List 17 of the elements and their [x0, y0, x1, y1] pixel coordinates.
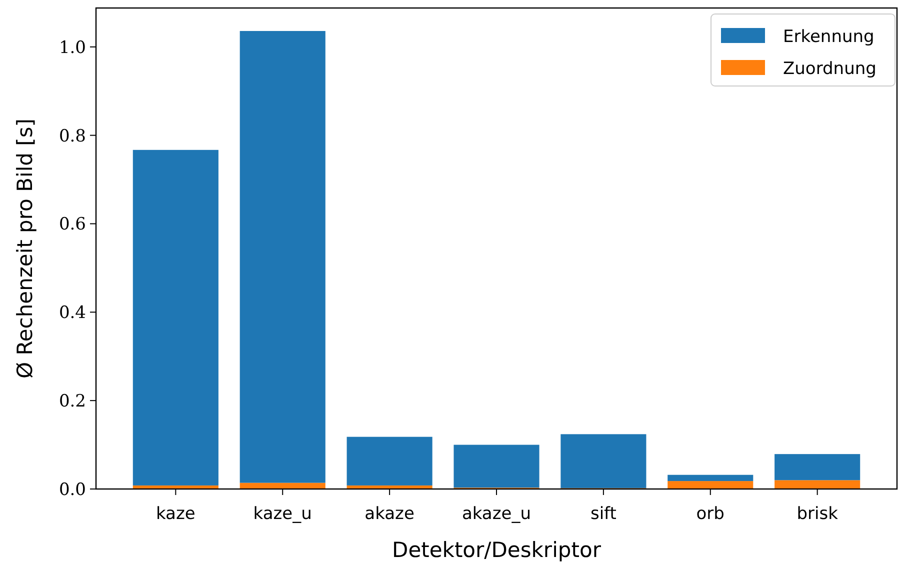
y-tick-label: 0.6: [58, 214, 86, 235]
x-tick-label: brisk: [796, 504, 838, 524]
x-tick-label: kaze: [156, 504, 196, 524]
x-tick-label: akaze_u: [462, 504, 532, 524]
x-tick-label: kaze_u: [253, 504, 312, 524]
legend-label: Zuordnung: [783, 58, 876, 79]
x-tick-label: sift: [590, 504, 617, 524]
x-tick-label: akaze: [364, 504, 414, 524]
y-tick-label: 0.2: [58, 392, 86, 412]
x-axis-title: Detektor/Deskriptor: [392, 538, 602, 562]
legend-label: Erkennung: [783, 26, 874, 47]
x-tick-label: orb: [696, 504, 724, 524]
y-axis-title: Ø Rechenzeit pro Bild [s]: [13, 118, 37, 378]
y-tick-label: 1.0: [58, 38, 86, 58]
y-tick-label: 0.4: [58, 303, 86, 324]
y-tick-label: 0.0: [58, 480, 86, 500]
y-tick-label: 0.8: [58, 126, 86, 146]
